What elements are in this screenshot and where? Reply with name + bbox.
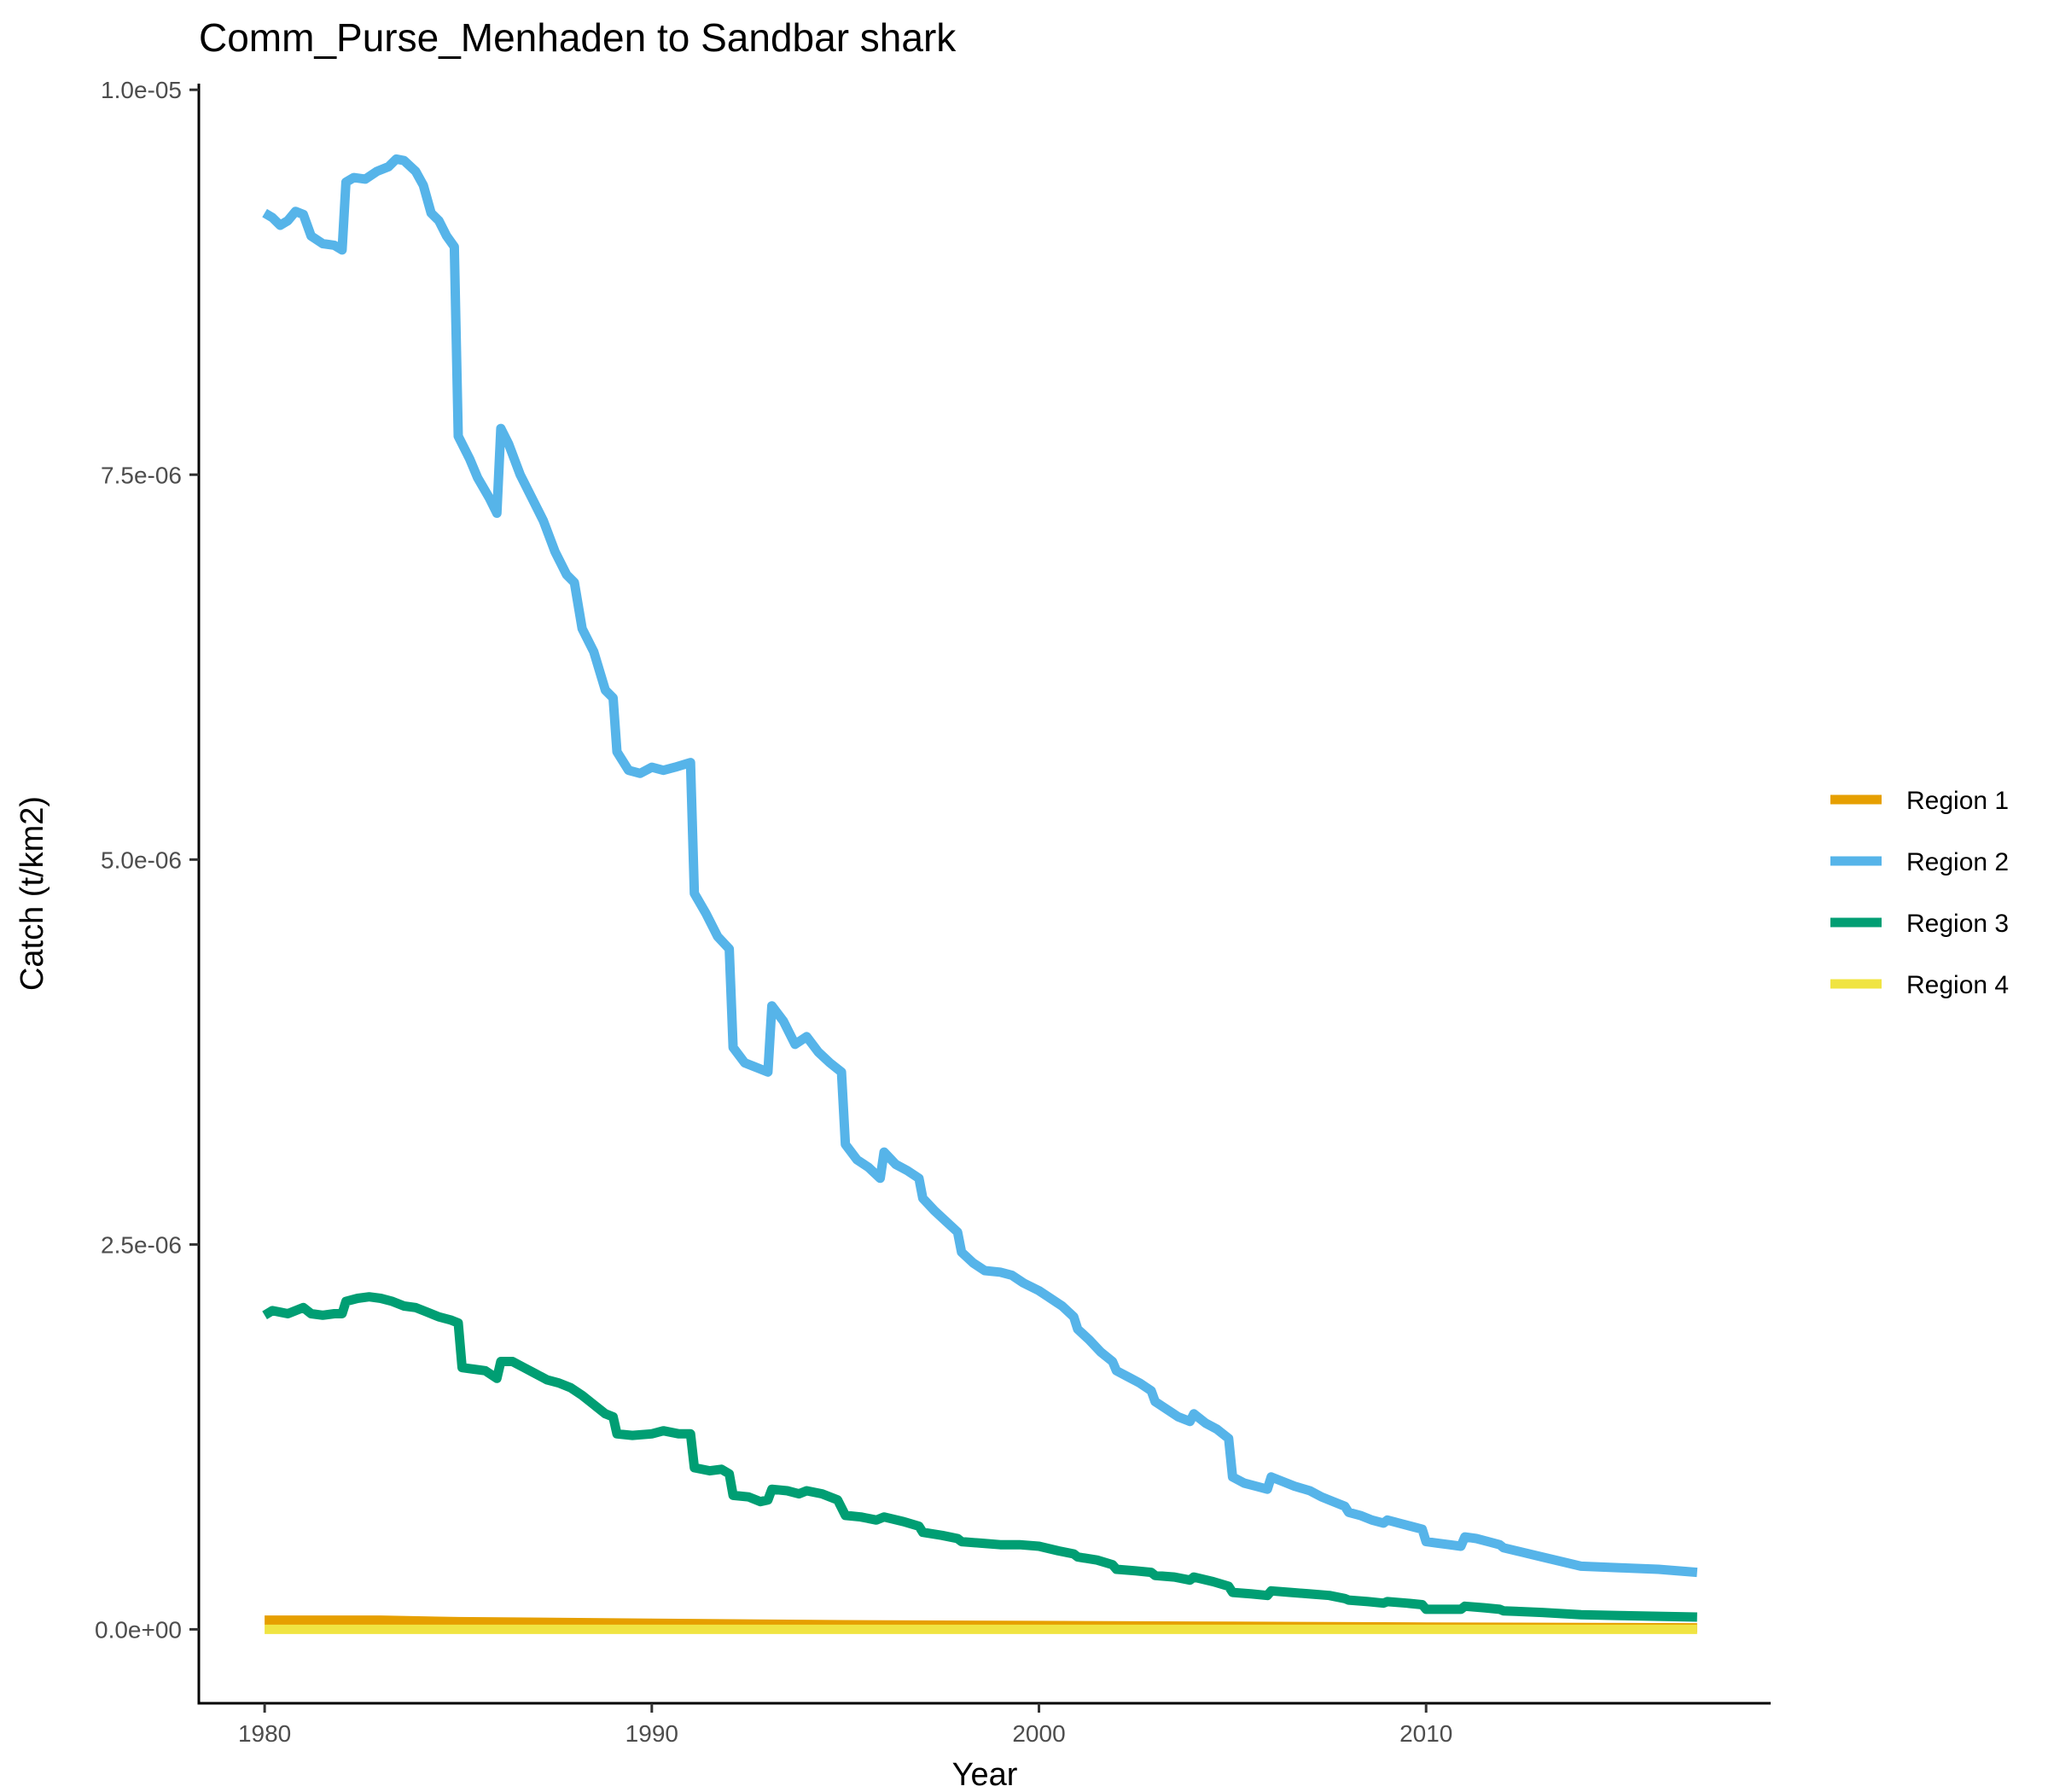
series-line-region-2 — [262, 154, 1698, 1578]
x-tick-label-3: 2010 — [1399, 1720, 1452, 1747]
x-tick-label-1: 1990 — [625, 1720, 678, 1747]
y-axis-ticks: 0.0e+00 2.5e-06 5.0e-06 7.5e-06 1.0e-05 — [95, 77, 199, 1643]
legend-label-region-1: Region 1 — [1906, 787, 2009, 815]
plot-area: 0.0e+00 2.5e-06 5.0e-06 7.5e-06 1.0e-05 1980… — [95, 77, 1771, 1747]
series-layer — [262, 154, 1698, 1634]
legend: Region 1 Region 2 Region 3 Region 4 — [1830, 787, 2009, 999]
y-axis-title: Catch (t/km2) — [15, 796, 50, 991]
y-tick-label-4: 1.0e-05 — [101, 77, 182, 103]
chart-title: Comm_Purse_Menhaden to Sandbar shark — [199, 15, 957, 60]
x-axis-ticks: 1980 1990 2000 2010 — [238, 1703, 1452, 1747]
y-tick-label-3: 7.5e-06 — [101, 462, 182, 488]
series-line-region-3 — [262, 1292, 1697, 1622]
legend-label-region-2: Region 2 — [1906, 848, 2009, 876]
y-tick-label-2: 5.0e-06 — [101, 847, 182, 873]
x-tick-label-0: 1980 — [238, 1720, 291, 1747]
y-tick-label-1: 2.5e-06 — [101, 1231, 182, 1258]
y-tick-label-0: 0.0e+00 — [95, 1616, 182, 1643]
x-axis-title: Year — [952, 1757, 1018, 1792]
legend-label-region-4: Region 4 — [1906, 971, 2009, 999]
legend-label-region-3: Region 3 — [1906, 910, 2009, 938]
x-tick-label-2: 2000 — [1012, 1720, 1065, 1747]
